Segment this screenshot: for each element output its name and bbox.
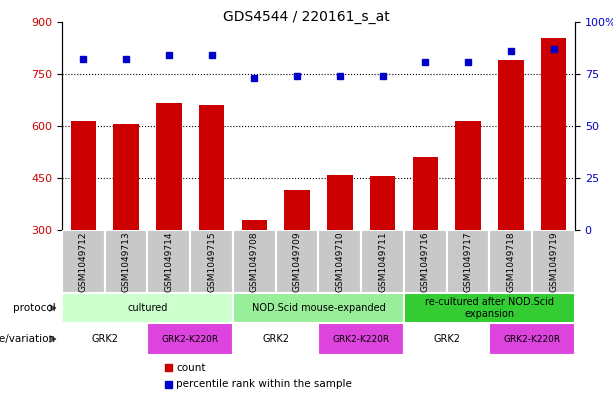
Text: GSM1049717: GSM1049717 bbox=[463, 231, 473, 292]
Bar bbox=[190, 230, 233, 293]
Bar bbox=[319, 230, 361, 293]
Bar bbox=[284, 190, 310, 334]
Text: genotype/variation: genotype/variation bbox=[0, 334, 56, 344]
Bar bbox=[233, 230, 276, 293]
Bar bbox=[233, 323, 319, 355]
Text: GSM1049715: GSM1049715 bbox=[207, 231, 216, 292]
Text: GSM1049709: GSM1049709 bbox=[292, 231, 302, 292]
Text: GDS4544 / 220161_s_at: GDS4544 / 220161_s_at bbox=[223, 10, 390, 24]
Text: GSM1049710: GSM1049710 bbox=[335, 231, 345, 292]
Bar bbox=[541, 38, 566, 334]
Text: GSM1049716: GSM1049716 bbox=[421, 231, 430, 292]
Text: NOD.Scid mouse-expanded: NOD.Scid mouse-expanded bbox=[251, 303, 386, 313]
Text: GRK2-K220R: GRK2-K220R bbox=[504, 334, 561, 343]
Bar bbox=[156, 103, 181, 334]
Bar bbox=[242, 220, 267, 334]
Text: GSM1049713: GSM1049713 bbox=[121, 231, 131, 292]
Bar bbox=[404, 323, 490, 355]
Text: GRK2: GRK2 bbox=[91, 334, 118, 344]
Bar bbox=[447, 230, 490, 293]
Bar bbox=[105, 230, 148, 293]
Bar bbox=[413, 157, 438, 334]
Text: count: count bbox=[176, 363, 205, 373]
Bar bbox=[70, 121, 96, 334]
Bar bbox=[370, 176, 395, 334]
Bar bbox=[319, 323, 404, 355]
Text: GSM1049712: GSM1049712 bbox=[79, 231, 88, 292]
Bar bbox=[62, 323, 148, 355]
Bar bbox=[404, 230, 447, 293]
Bar bbox=[165, 364, 172, 371]
Bar bbox=[490, 230, 532, 293]
Bar bbox=[490, 323, 575, 355]
Text: GRK2: GRK2 bbox=[262, 334, 289, 344]
Text: GSM1049711: GSM1049711 bbox=[378, 231, 387, 292]
Text: percentile rank within the sample: percentile rank within the sample bbox=[176, 379, 352, 389]
Bar bbox=[233, 293, 404, 323]
Bar bbox=[165, 381, 172, 388]
Bar bbox=[113, 124, 139, 334]
Bar bbox=[455, 121, 481, 334]
Text: protocol: protocol bbox=[13, 303, 56, 313]
Text: GRK2-K220R: GRK2-K220R bbox=[333, 334, 390, 343]
Bar bbox=[148, 230, 190, 293]
Bar bbox=[498, 60, 524, 334]
Text: re-cultured after NOD.Scid
expansion: re-cultured after NOD.Scid expansion bbox=[425, 297, 554, 319]
Bar bbox=[404, 293, 575, 323]
Text: GSM1049718: GSM1049718 bbox=[506, 231, 516, 292]
Bar bbox=[62, 230, 105, 293]
Bar bbox=[62, 293, 233, 323]
Bar bbox=[361, 230, 404, 293]
Text: GSM1049714: GSM1049714 bbox=[164, 231, 173, 292]
Text: GRK2: GRK2 bbox=[433, 334, 460, 344]
Text: GSM1049708: GSM1049708 bbox=[250, 231, 259, 292]
Text: GSM1049719: GSM1049719 bbox=[549, 231, 558, 292]
Bar bbox=[148, 323, 233, 355]
Text: cultured: cultured bbox=[128, 303, 168, 313]
Bar bbox=[276, 230, 319, 293]
Bar bbox=[199, 105, 224, 334]
Bar bbox=[532, 230, 575, 293]
Bar bbox=[327, 174, 352, 334]
Text: GRK2-K220R: GRK2-K220R bbox=[162, 334, 219, 343]
